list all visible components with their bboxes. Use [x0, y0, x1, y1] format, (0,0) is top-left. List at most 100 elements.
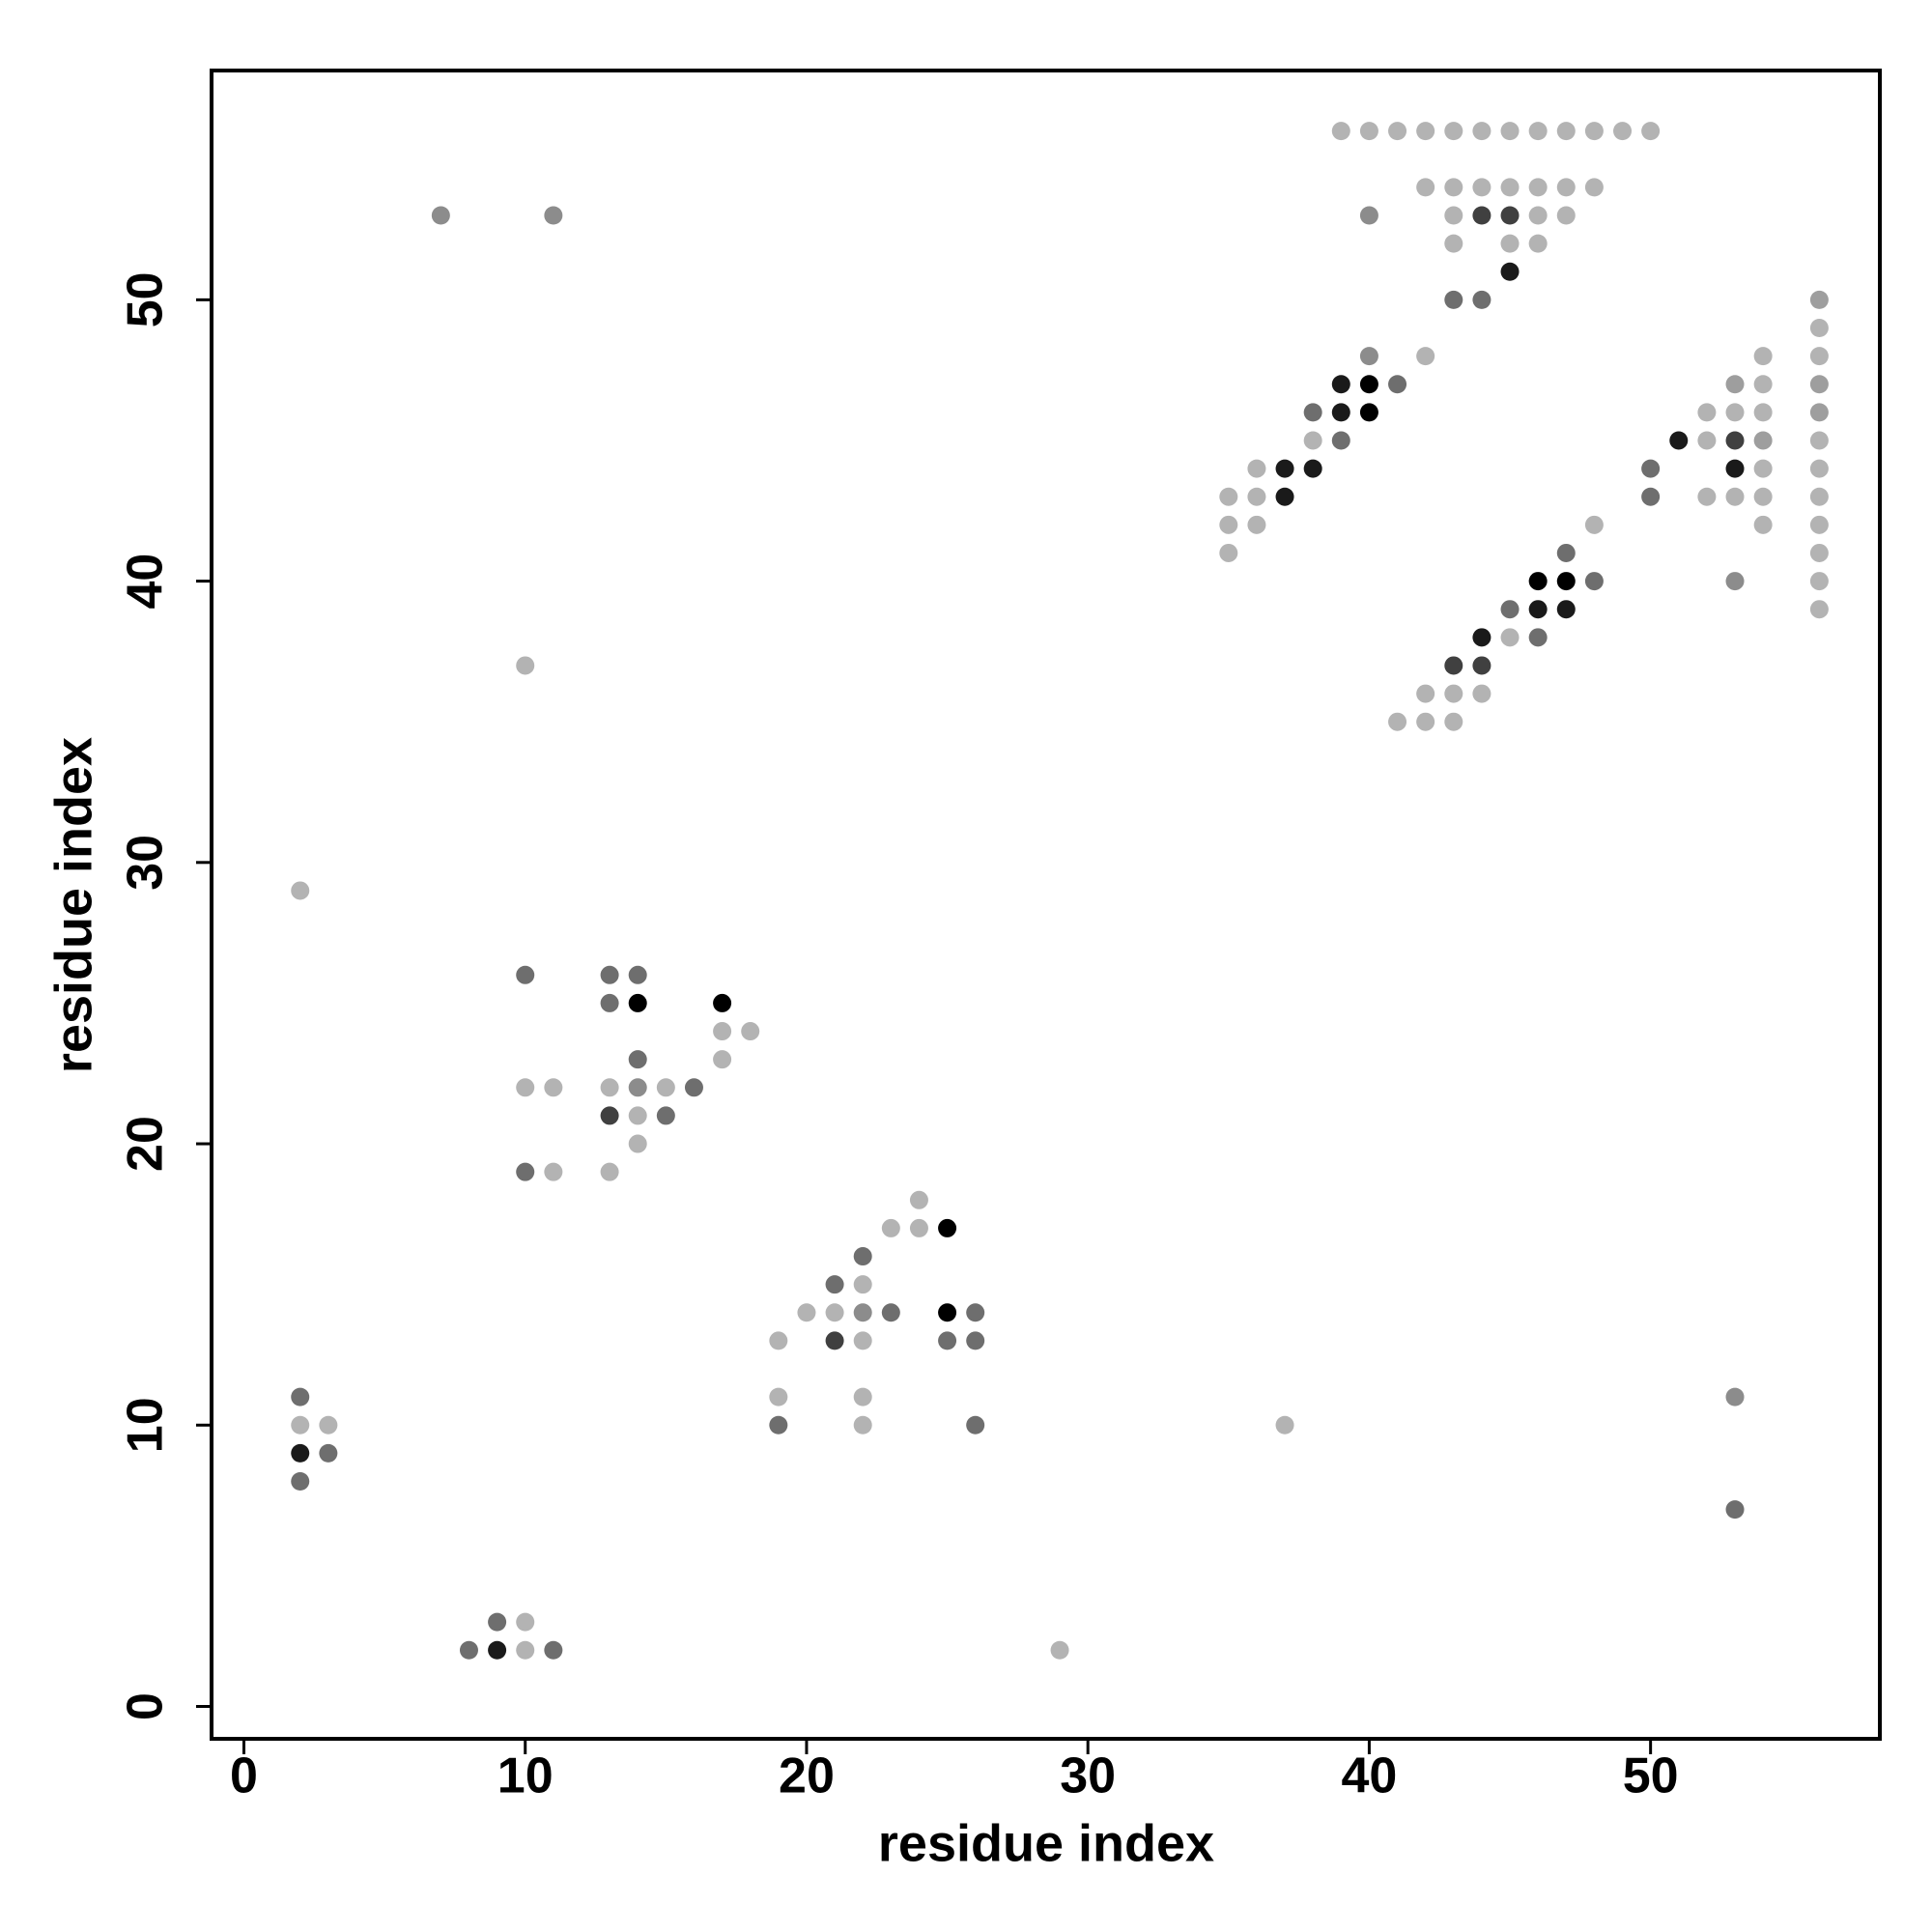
point: [459, 1640, 478, 1660]
point: [1725, 431, 1745, 450]
point: [1809, 600, 1829, 619]
point: [1275, 1415, 1294, 1435]
point: [1247, 515, 1266, 534]
point: [1331, 122, 1350, 141]
point: [516, 1612, 535, 1632]
point: [1303, 403, 1322, 422]
x-tick-label: 0: [230, 1748, 258, 1804]
point: [544, 1078, 563, 1097]
point: [1809, 543, 1829, 562]
point: [488, 1640, 507, 1660]
point: [769, 1415, 788, 1435]
point: [319, 1443, 338, 1463]
point: [291, 1443, 310, 1463]
point: [1444, 206, 1463, 225]
point: [853, 1247, 872, 1266]
point: [1219, 515, 1238, 534]
point: [938, 1218, 957, 1237]
point: [853, 1415, 872, 1435]
point: [881, 1303, 900, 1322]
point: [1303, 459, 1322, 478]
point: [1809, 375, 1829, 394]
point: [600, 993, 619, 1012]
point: [1416, 178, 1435, 197]
x-tick-label: 10: [497, 1748, 554, 1804]
point: [966, 1415, 985, 1435]
y-tick-label: 0: [118, 1692, 174, 1720]
point: [516, 1078, 535, 1097]
point: [1528, 628, 1548, 647]
point: [684, 1078, 703, 1097]
point: [769, 1387, 788, 1406]
point: [1247, 487, 1266, 506]
point: [1556, 178, 1576, 197]
point: [600, 1078, 619, 1097]
y-tick-label: 40: [118, 554, 174, 610]
point: [628, 1078, 647, 1097]
point: [1275, 487, 1294, 506]
point: [1809, 290, 1829, 309]
point: [656, 1078, 675, 1097]
point: [1809, 318, 1829, 337]
point: [1416, 712, 1435, 731]
y-axis-label: residue index: [44, 737, 102, 1073]
point: [1725, 572, 1745, 591]
point: [1809, 515, 1829, 534]
point: [853, 1387, 872, 1406]
point: [713, 1050, 732, 1069]
point: [1725, 487, 1745, 506]
point: [938, 1303, 957, 1322]
point: [1331, 403, 1350, 422]
point: [1556, 122, 1576, 141]
point: [909, 1190, 928, 1209]
point: [938, 1331, 957, 1350]
x-axis-label: residue index: [878, 1814, 1214, 1872]
point: [1303, 431, 1322, 450]
point: [1219, 487, 1238, 506]
point: [1500, 600, 1520, 619]
x-tick-label: 40: [1341, 1748, 1397, 1804]
point: [600, 965, 619, 984]
y-tick-label: 10: [118, 1397, 174, 1453]
point: [1359, 347, 1378, 366]
point: [1359, 375, 1378, 394]
point: [319, 1415, 338, 1435]
point: [1809, 347, 1829, 366]
point: [741, 1022, 760, 1041]
point: [713, 993, 732, 1012]
point: [825, 1303, 844, 1322]
point: [656, 1106, 675, 1125]
point: [1556, 543, 1576, 562]
point: [1528, 572, 1548, 591]
point: [1359, 206, 1378, 225]
point: [1697, 431, 1717, 450]
point: [291, 881, 310, 900]
point: [516, 1162, 535, 1181]
point: [1500, 122, 1520, 141]
point: [1500, 628, 1520, 647]
point: [1444, 656, 1463, 675]
point: [1500, 262, 1520, 281]
point: [1613, 122, 1633, 141]
point: [825, 1331, 844, 1350]
point: [1472, 656, 1492, 675]
point: [1472, 206, 1492, 225]
point: [825, 1275, 844, 1294]
point: [1416, 347, 1435, 366]
point: [1753, 403, 1773, 422]
point: [1725, 459, 1745, 478]
point: [1500, 178, 1520, 197]
point: [628, 1134, 647, 1153]
point: [713, 1022, 732, 1041]
point: [909, 1218, 928, 1237]
point: [1753, 515, 1773, 534]
point: [966, 1303, 985, 1322]
point: [1669, 431, 1689, 450]
point: [1584, 122, 1604, 141]
point: [628, 993, 647, 1012]
point: [1388, 712, 1407, 731]
point: [1697, 487, 1717, 506]
point: [1444, 712, 1463, 731]
